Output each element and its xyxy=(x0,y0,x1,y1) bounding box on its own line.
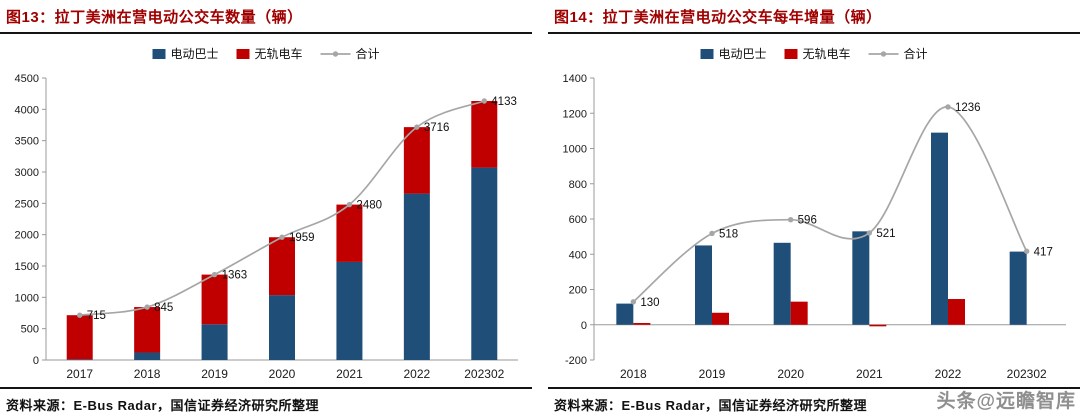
svg-text:无轨电车: 无轨电车 xyxy=(803,46,851,61)
svg-text:0: 0 xyxy=(581,320,587,332)
figure13-panel: 图13：拉丁美洲在营电动公交车数量（辆） 0 500 1000 1500 2000 250… xyxy=(0,0,532,418)
svg-text:2018: 2018 xyxy=(620,367,647,381)
figure14-chart-wrap: -200 0 200 400 600 800 1000 1200 1400 130 518 596 52… xyxy=(548,34,1080,387)
svg-text:500: 500 xyxy=(21,324,39,336)
figure13-source: 资料来源：E-Bus Radar，国信证券经济研究所整理 xyxy=(6,398,320,413)
svg-text:1200: 1200 xyxy=(563,108,587,120)
svg-text:4133: 4133 xyxy=(491,96,517,108)
svg-text:596: 596 xyxy=(798,215,817,227)
svg-text:无轨电车: 无轨电车 xyxy=(255,46,303,61)
svg-text:1400: 1400 xyxy=(563,73,587,85)
figure13-chart: 0 500 1000 1500 2000 2500 3000 3500 4000 4500 715 8… xyxy=(15,46,518,381)
svg-text:2018: 2018 xyxy=(134,367,161,381)
svg-text:2021: 2021 xyxy=(336,367,363,381)
svg-text:400: 400 xyxy=(569,249,587,261)
figure14-source: 资料来源：E-Bus Radar，国信证券经济研究所整理 xyxy=(554,398,868,413)
svg-text:2020: 2020 xyxy=(269,367,296,381)
svg-text:2021: 2021 xyxy=(856,367,883,381)
svg-text:2022: 2022 xyxy=(404,367,431,381)
svg-text:845: 845 xyxy=(154,302,173,314)
svg-text:417: 417 xyxy=(1034,246,1053,258)
svg-text:2020: 2020 xyxy=(777,367,804,381)
watermark: 头条@远瞻智库 xyxy=(936,391,1076,412)
svg-text:202302: 202302 xyxy=(1007,367,1047,381)
svg-text:2019: 2019 xyxy=(201,367,228,381)
figure13-title: 图13：拉丁美洲在营电动公交车数量（辆） xyxy=(0,0,532,34)
figure14-panel: 图14：拉丁美洲在营电动公交车每年增量（辆） -200 0 200 400 600 800… xyxy=(548,0,1080,418)
figure14-source-row: 资料来源：E-Bus Radar，国信证券经济研究所整理 xyxy=(548,387,1080,418)
svg-text:2022: 2022 xyxy=(935,367,962,381)
svg-text:130: 130 xyxy=(640,297,659,309)
svg-text:1363: 1363 xyxy=(222,270,248,282)
svg-text:3000: 3000 xyxy=(15,167,39,179)
svg-text:2019: 2019 xyxy=(699,367,726,381)
svg-text:2017: 2017 xyxy=(66,367,93,381)
svg-text:1500: 1500 xyxy=(15,261,39,273)
svg-text:2000: 2000 xyxy=(15,230,39,242)
svg-text:2500: 2500 xyxy=(15,198,39,210)
svg-text:600: 600 xyxy=(569,214,587,226)
figure14-title: 图14：拉丁美洲在营电动公交车每年增量（辆） xyxy=(548,0,1080,34)
svg-text:4500: 4500 xyxy=(15,73,39,85)
svg-text:521: 521 xyxy=(876,228,895,240)
figure13-source-row: 资料来源：E-Bus Radar，国信证券经济研究所整理 xyxy=(0,387,532,418)
svg-text:合计: 合计 xyxy=(356,46,380,61)
svg-text:1236: 1236 xyxy=(955,102,981,114)
svg-text:202302: 202302 xyxy=(464,367,504,381)
svg-text:518: 518 xyxy=(719,228,738,240)
svg-text:2480: 2480 xyxy=(356,200,382,212)
figure14-chart: -200 0 200 400 600 800 1000 1200 1400 130 518 596 52… xyxy=(563,46,1066,381)
svg-text:1959: 1959 xyxy=(289,232,315,244)
svg-text:1000: 1000 xyxy=(563,144,587,156)
svg-text:4000: 4000 xyxy=(15,104,39,116)
svg-text:715: 715 xyxy=(87,310,106,322)
svg-text:-200: -200 xyxy=(565,355,587,367)
figure13-chart-wrap: 0 500 1000 1500 2000 2500 3000 3500 4000 4500 715 8… xyxy=(0,34,532,387)
svg-text:800: 800 xyxy=(569,179,587,191)
svg-text:电动巴士: 电动巴士 xyxy=(171,47,219,61)
svg-text:合计: 合计 xyxy=(904,46,928,61)
svg-text:3500: 3500 xyxy=(15,136,39,148)
svg-text:3716: 3716 xyxy=(424,122,450,134)
svg-text:电动巴士: 电动巴士 xyxy=(719,47,767,61)
svg-text:200: 200 xyxy=(569,285,587,297)
svg-text:0: 0 xyxy=(33,355,39,367)
svg-text:1000: 1000 xyxy=(15,292,39,304)
